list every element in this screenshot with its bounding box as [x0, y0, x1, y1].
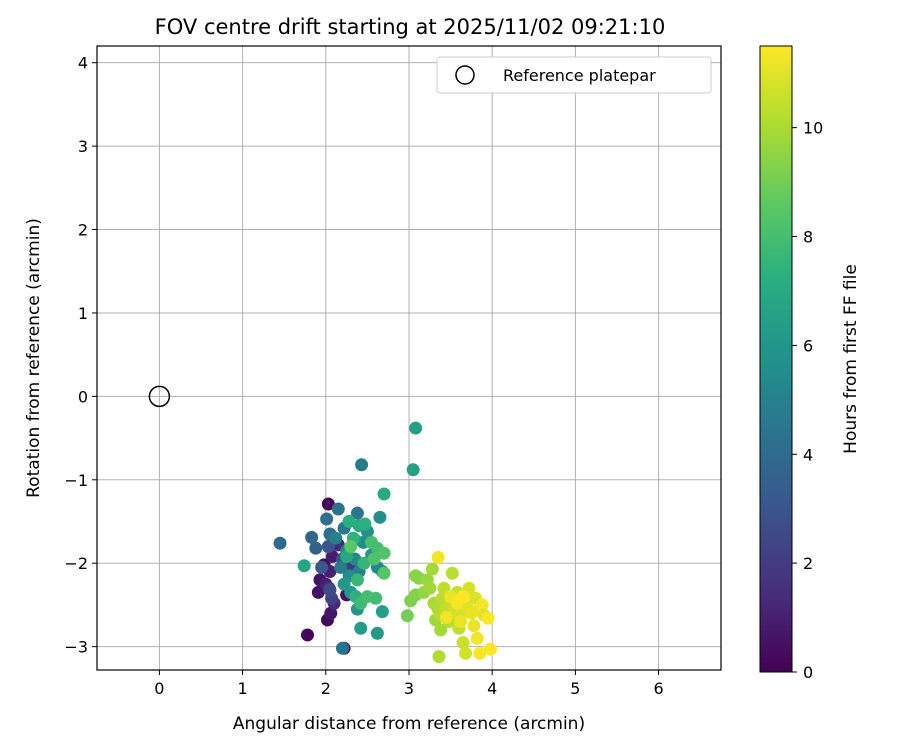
data-point	[274, 537, 287, 550]
y-tick-label: 2	[78, 221, 88, 240]
legend: Reference platepar	[437, 57, 711, 93]
data-point	[471, 632, 484, 645]
colorbar-tick-label: 10	[803, 119, 823, 138]
chart-title: FOV centre drift starting at 2025/11/02 …	[155, 15, 666, 39]
colorbar-tick-label: 6	[803, 336, 813, 355]
data-point	[457, 590, 470, 603]
y-axis-label: Rotation from reference (arcmin)	[24, 218, 44, 498]
x-tick-label: 2	[321, 679, 331, 698]
colorbar-label: Hours from first FF file	[841, 264, 861, 454]
data-point	[426, 563, 439, 576]
y-tick-label: −2	[64, 554, 88, 573]
data-point	[373, 511, 386, 524]
colorbar-tick-label: 0	[803, 663, 813, 682]
data-point	[409, 422, 422, 435]
data-point	[332, 502, 345, 515]
data-point	[351, 573, 364, 586]
data-point	[454, 615, 467, 628]
x-tick-label: 0	[154, 679, 164, 698]
x-tick-label: 4	[487, 679, 497, 698]
data-point	[378, 567, 391, 580]
data-points	[274, 422, 497, 664]
data-point	[459, 647, 472, 660]
data-point	[457, 636, 470, 649]
y-tick-label: 1	[78, 304, 88, 323]
data-point	[329, 532, 342, 545]
data-point	[369, 592, 382, 605]
data-point	[368, 553, 381, 566]
colorbar-tick-label: 8	[803, 228, 813, 247]
x-axis-ticks: 0 1 2 3 4 5 6	[154, 670, 663, 698]
data-point	[354, 622, 367, 635]
data-point	[473, 647, 486, 660]
data-point	[482, 612, 495, 625]
y-tick-label: −1	[64, 471, 88, 490]
x-axis-label: Angular distance from reference (arcmin)	[233, 714, 585, 734]
y-tick-label: 4	[78, 54, 88, 73]
x-tick-label: 1	[238, 679, 248, 698]
x-tick-label: 5	[570, 679, 580, 698]
data-point	[432, 551, 445, 564]
data-point	[401, 609, 414, 622]
data-point	[378, 487, 391, 500]
data-point	[376, 605, 389, 618]
x-tick-label: 3	[404, 679, 414, 698]
data-point	[423, 582, 436, 595]
data-point	[298, 559, 311, 572]
data-point	[323, 583, 336, 596]
data-point	[432, 650, 445, 663]
data-point	[440, 611, 453, 624]
data-point	[309, 542, 322, 555]
colorbar: 0 2 4 6 8 10 Hours from first FF file	[760, 46, 861, 682]
y-axis-ticks: −3 −2 −1 0 1 2 3 4	[64, 54, 97, 657]
colorbar-tick-label: 4	[803, 445, 813, 464]
legend-entry: Reference platepar	[503, 66, 656, 85]
y-tick-label: −3	[64, 638, 88, 657]
colorbar-ticks: 0 2 4 6 8 10	[792, 119, 823, 682]
data-point	[336, 642, 349, 655]
y-tick-label: 3	[78, 137, 88, 156]
colorbar-tick-label: 2	[803, 554, 813, 573]
data-point	[315, 561, 328, 574]
y-tick-label: 0	[78, 387, 88, 406]
data-point	[320, 513, 333, 526]
data-point	[301, 628, 314, 641]
grid-lines	[97, 46, 721, 670]
data-point	[371, 627, 384, 640]
data-point	[358, 518, 371, 531]
data-point	[344, 540, 357, 553]
colorbar-gradient	[760, 46, 792, 672]
data-point	[467, 619, 480, 632]
x-tick-label: 6	[654, 679, 664, 698]
data-point	[446, 567, 459, 580]
data-point	[355, 458, 368, 471]
data-point	[407, 463, 420, 476]
